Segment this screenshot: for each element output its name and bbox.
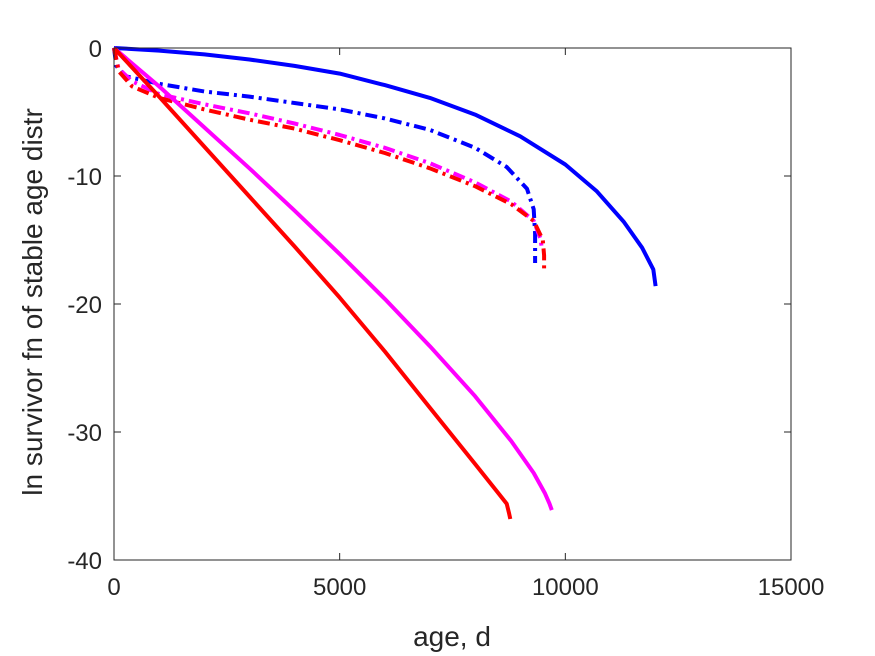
y-tick-label: -20 xyxy=(67,292,102,319)
x-tick-label: 0 xyxy=(107,574,120,601)
x-tick-label: 5000 xyxy=(313,574,366,601)
series-layer xyxy=(112,46,658,520)
axes-layer: 0 5000 10000 15000 0 -10 -20 -30 -40 xyxy=(67,36,824,601)
y-tick-label: -10 xyxy=(67,164,102,191)
x-tick-label: 15000 xyxy=(758,574,825,601)
series-line-2 xyxy=(112,47,538,263)
y-axis-title: ln survivor fn of stable age distr xyxy=(17,108,48,496)
series-line-5 xyxy=(112,46,554,511)
series-line-6 xyxy=(112,46,513,520)
y-tick-label: -30 xyxy=(67,420,102,447)
series-line-4 xyxy=(112,47,547,270)
series-line-1 xyxy=(113,46,658,287)
x-axis-title: age, d xyxy=(413,621,491,652)
y-tick-label: 0 xyxy=(89,36,102,63)
y-tick-label: -40 xyxy=(67,548,102,575)
x-tick-label: 10000 xyxy=(532,574,599,601)
labels-layer: age, d ln survivor fn of stable age dist… xyxy=(17,108,491,652)
plot-frame xyxy=(113,47,792,561)
